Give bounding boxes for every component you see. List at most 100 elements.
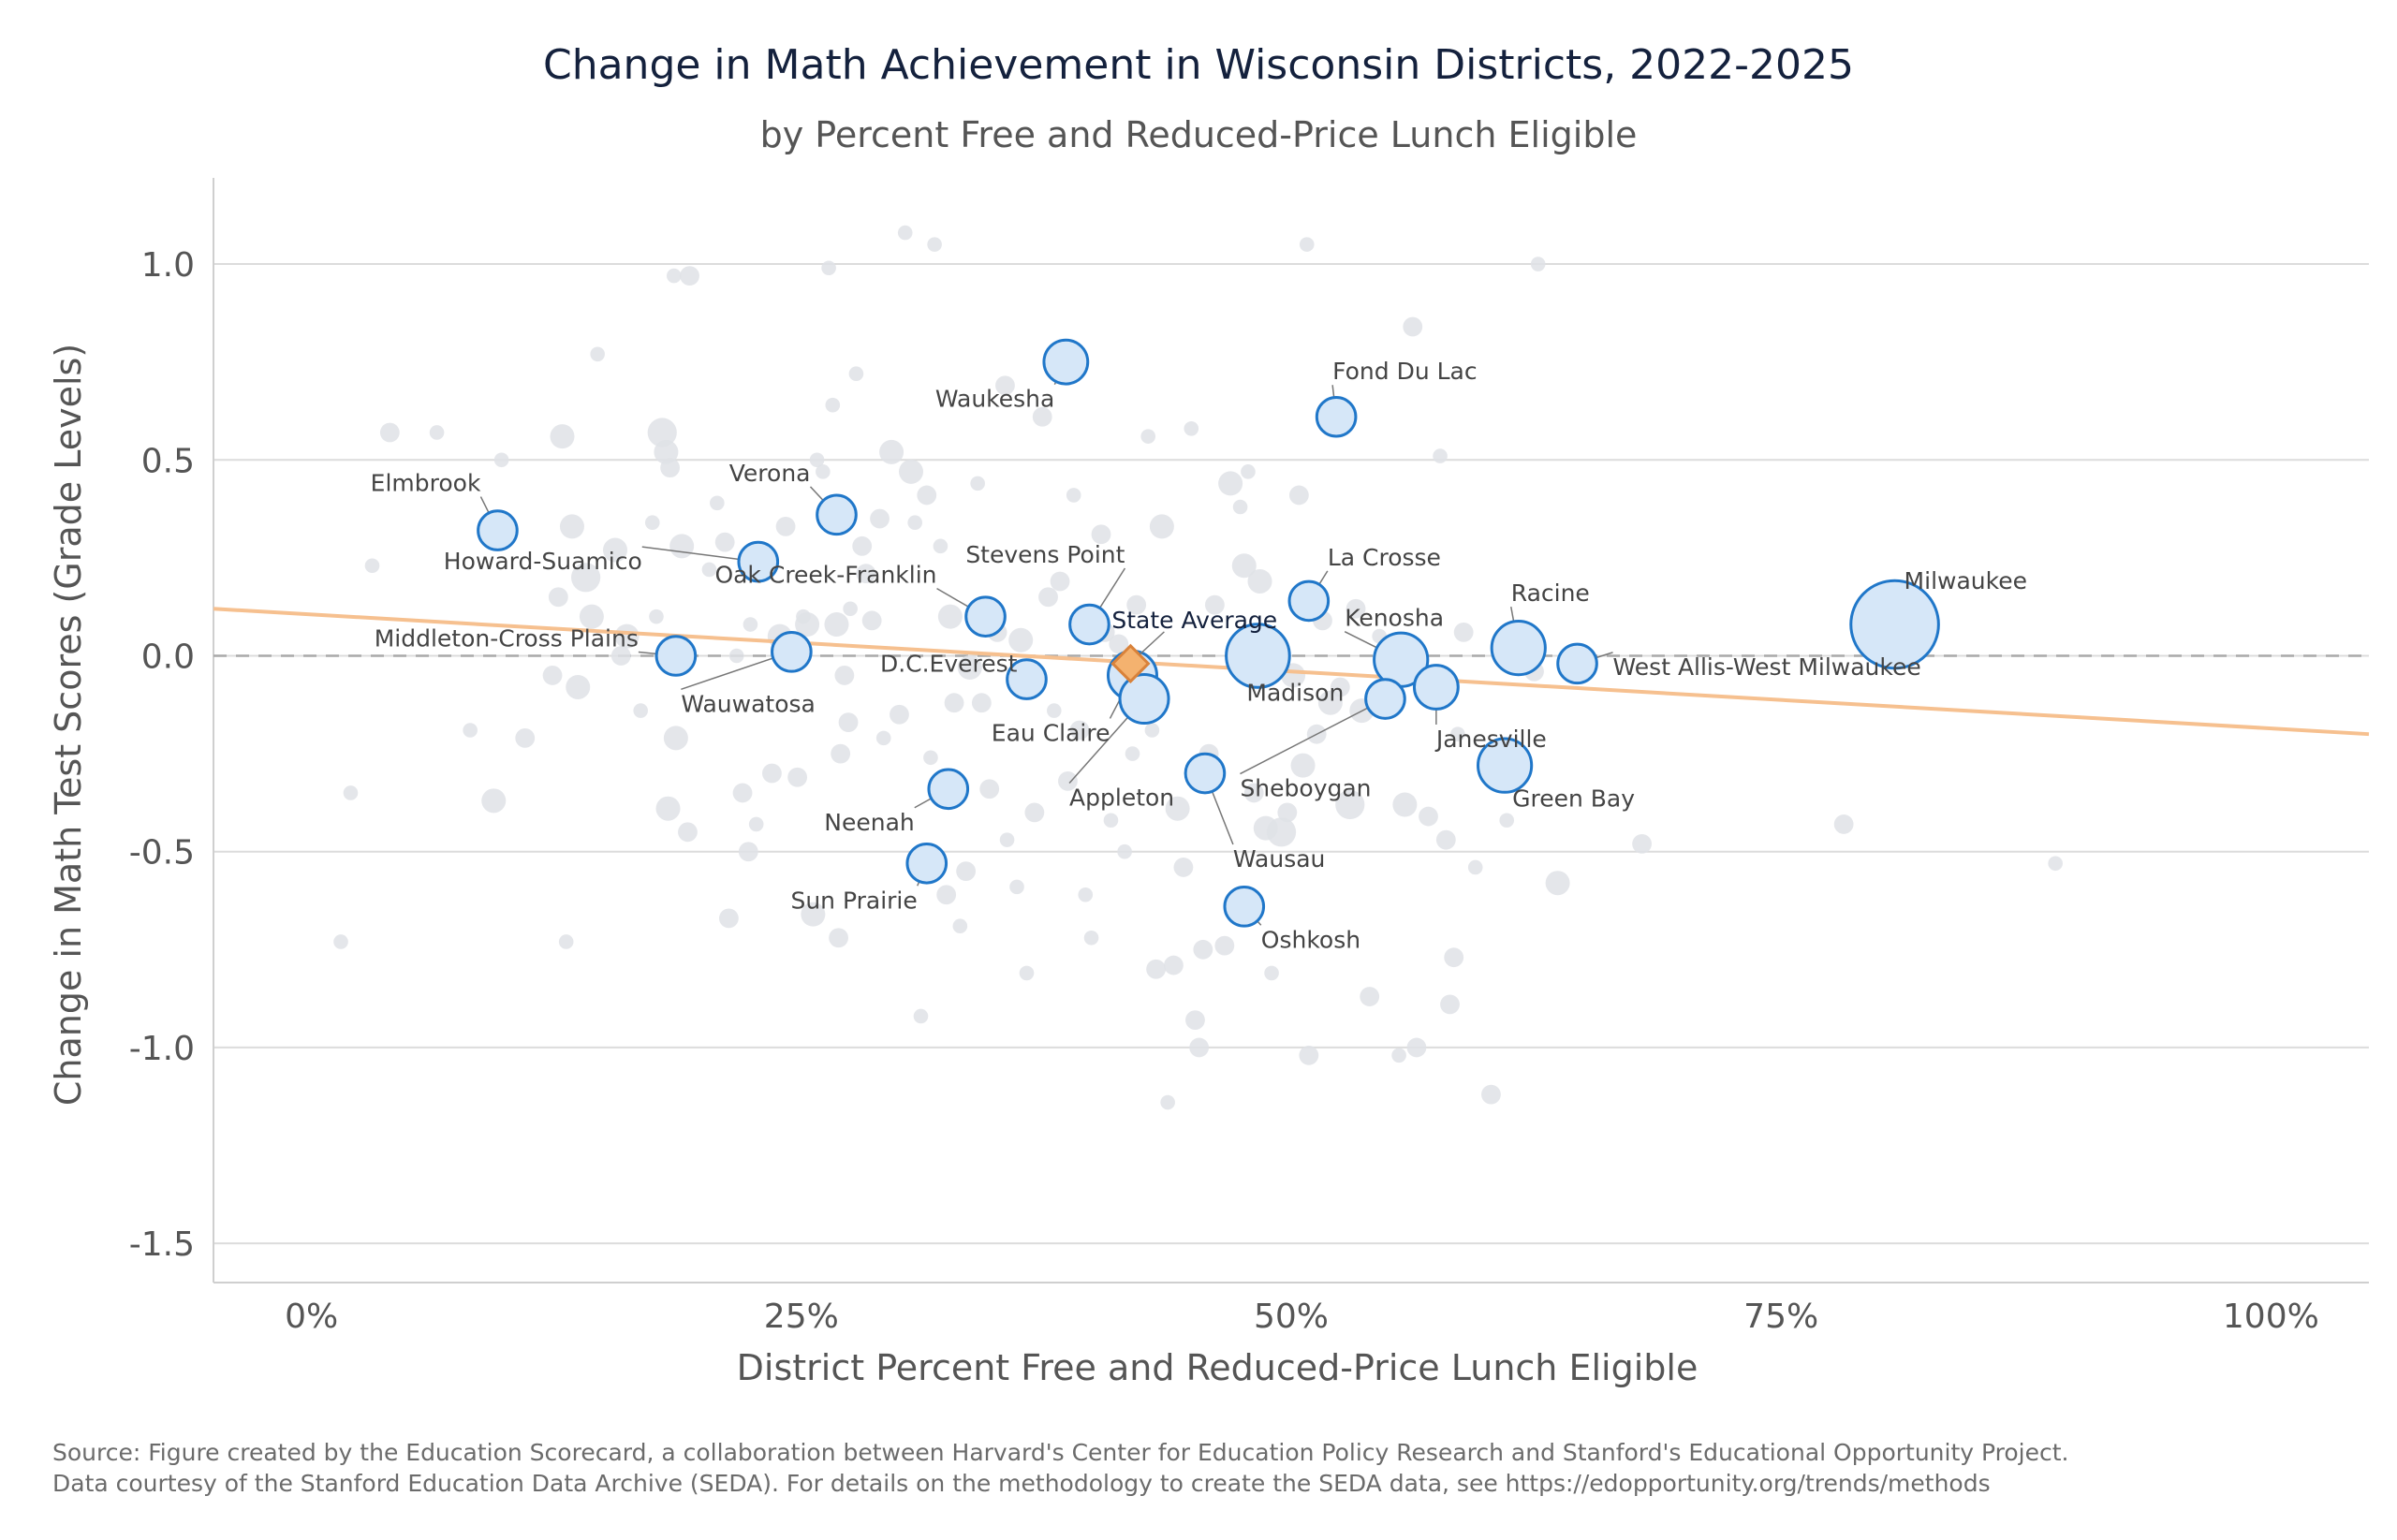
y-tick-label: -0.5 [129,834,195,873]
district-label: Verona [729,460,811,487]
leader-line [1139,631,1165,655]
district-point [1038,587,1058,608]
district-point [907,515,922,531]
highlighted-district-point [1412,664,1460,711]
district-point [1103,813,1119,829]
highlighted-district-point [1849,579,1940,670]
district-point [1008,627,1034,653]
state-average-label: State Average [1111,607,1277,634]
highlighted-district-point [1364,678,1406,720]
district-point [1277,802,1298,823]
district-point [590,346,605,362]
district-point [1391,1048,1406,1063]
district-label: Milwaukee [1904,567,2027,594]
district-label: West Allis-West Milwaukee [1613,653,1921,681]
district-point [831,743,851,764]
x-tick-label: 50% [1254,1298,1329,1336]
district-label: Howard-Suamico [444,548,642,575]
district-point [970,476,985,491]
source-line-2: Data courtesy of the Stanford Education … [52,1470,1991,1497]
district-point [710,495,725,511]
district-point [654,439,679,464]
district-label: Kenosha [1345,605,1444,632]
district-point [1419,806,1438,827]
district-point [1266,817,1297,847]
district-point [870,508,890,529]
district-point [1406,1037,1427,1058]
district-point [542,666,563,685]
highlighted-district-point [1223,885,1266,928]
district-point [1117,843,1132,859]
district-label: Wausau [1233,845,1325,873]
x-tick-labels: 0% 25% 50% 75% 100% [285,1298,2319,1336]
district-point [957,655,982,681]
district-point [463,723,478,738]
highlighted-district-point [1118,673,1170,726]
district-point [1346,598,1366,619]
district-point [1632,833,1652,854]
district-point [1109,634,1129,654]
district-point [787,767,808,787]
y-tick-label: -1.5 [129,1225,195,1264]
y-tick-label: -1.0 [129,1030,195,1068]
district-point [1317,690,1343,715]
district-point [748,816,764,832]
highlighted-district-point [1490,620,1547,677]
district-point [728,648,744,664]
district-point [821,260,836,276]
district-point [1299,237,1315,252]
district-point [379,422,400,443]
district-point [809,452,825,468]
district-point [1019,965,1035,981]
district-label: Fond Du Lac [1332,358,1477,385]
highlighted-district-point [964,595,1007,638]
highlighted-district-point [1184,752,1227,795]
district-point [1125,746,1140,761]
district-point [743,617,758,632]
trend-line [213,607,2370,737]
district-point [1435,829,1456,850]
district-point [558,934,574,949]
district-point [610,646,631,666]
district-point [1078,887,1094,902]
district-point [1185,1010,1205,1031]
highlighted-district-point [654,635,698,677]
highlighted-district-point [1315,395,1358,438]
district-point [663,726,688,751]
highlighted-district-point [1042,338,1090,386]
district-point [1833,814,1854,834]
district-point [923,750,938,766]
highlighted-district-point [1477,737,1534,794]
district-point [829,928,848,948]
district-point [856,564,876,584]
district-point [979,779,1000,799]
district-label: Madison [1246,679,1344,706]
district-point [1164,955,1184,975]
district-point [614,623,640,649]
district-point [899,459,924,484]
district-point [1247,568,1272,594]
district-point [1453,622,1474,642]
district-point [1184,421,1199,436]
highlighted-district-point [477,509,519,551]
label-leader-lines [479,361,1905,926]
district-point [732,783,753,803]
district-point [875,730,891,746]
district-point [1360,987,1380,1006]
district-point [917,485,937,506]
x-tick-label: 100% [2223,1298,2319,1336]
district-point [801,902,826,927]
district-point [680,266,699,286]
district-point [579,604,604,629]
y-axis-label: Change in Math Test Scores (Grade Levels… [48,344,89,1106]
district-label: Oshkosh [1261,926,1360,953]
district-point [1243,783,1264,803]
highlighted-district-point [1225,623,1291,689]
district-point [647,418,677,447]
district-point [364,558,380,574]
district-point [1241,464,1256,479]
y-tick-label: 0.0 [141,638,195,676]
district-point [1149,514,1174,539]
district-point [848,366,864,382]
